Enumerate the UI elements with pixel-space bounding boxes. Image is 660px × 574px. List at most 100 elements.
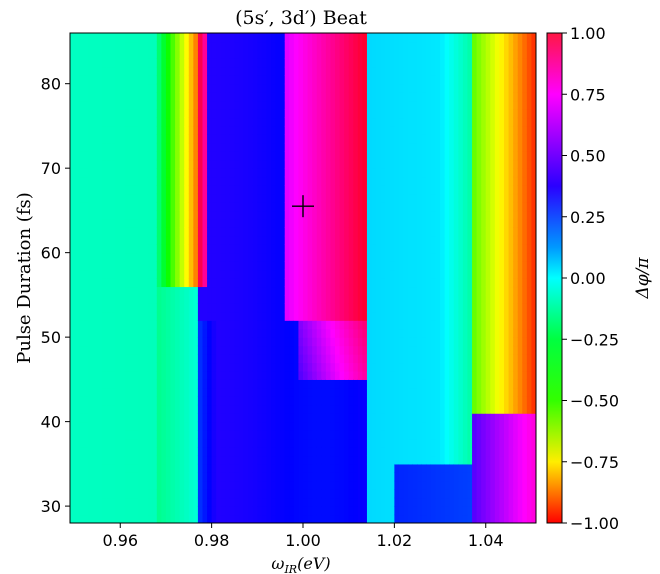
heatmap-cell (266, 396, 272, 406)
heatmap-cell (111, 125, 117, 135)
heatmap-cell (271, 311, 277, 321)
heatmap-cell (239, 193, 245, 203)
heatmap-cell (239, 49, 245, 59)
heatmap-cell (293, 506, 300, 516)
heatmap-cell (371, 430, 377, 440)
heatmap-cell (289, 480, 295, 490)
heatmap-cell (293, 252, 300, 262)
heatmap-cell (101, 506, 108, 516)
heatmap-cell (216, 311, 222, 321)
heatmap-cell (275, 497, 281, 507)
heatmap-cell (120, 446, 126, 457)
heatmap-cell (376, 109, 382, 119)
heatmap-cell (111, 151, 117, 161)
heatmap-cell (444, 49, 450, 59)
heatmap-cell (220, 168, 226, 178)
heatmap-cell (70, 210, 76, 220)
heatmap-cell (426, 83, 432, 93)
heatmap-cell (248, 455, 254, 465)
heatmap-cell (207, 210, 213, 220)
heatmap-cell (316, 387, 322, 397)
heatmap-cell (193, 168, 199, 178)
heatmap-cell (280, 370, 286, 380)
heatmap-cell (357, 134, 363, 144)
heatmap-cell (147, 421, 153, 431)
heatmap-cell (303, 286, 309, 296)
heatmap-cell (252, 151, 258, 161)
heatmap-cell (408, 446, 414, 457)
heatmap-cell (88, 489, 94, 499)
heatmap-cell (129, 252, 135, 262)
heatmap-cell (207, 370, 213, 380)
heatmap-cell (170, 278, 176, 288)
heatmap-cell (243, 430, 249, 440)
heatmap-cell (271, 83, 277, 93)
heatmap-cell (170, 159, 176, 169)
heatmap-cell (175, 159, 181, 169)
heatmap-cell (362, 404, 368, 414)
heatmap-cell (398, 413, 405, 423)
heatmap-cell (293, 455, 300, 465)
heatmap-cell (216, 261, 222, 271)
heatmap-cell (325, 421, 332, 431)
heatmap-cell (170, 261, 176, 271)
heatmap-cell (79, 421, 85, 431)
heatmap-cell (385, 514, 391, 523)
heatmap-cell (353, 379, 359, 389)
heatmap-cell (239, 168, 245, 178)
heatmap-cell (412, 117, 418, 127)
heatmap-cell (366, 66, 373, 76)
heatmap-cell (417, 438, 423, 448)
heatmap-cell (385, 168, 391, 178)
heatmap-cell (74, 227, 80, 237)
heatmap-cell (408, 58, 414, 68)
heatmap-cell (421, 41, 427, 51)
heatmap-cell (353, 125, 359, 135)
heatmap-cell (330, 269, 336, 279)
heatmap-cell (385, 193, 391, 203)
heatmap-cell (243, 193, 249, 203)
heatmap-cell (398, 235, 405, 245)
heatmap-cell (239, 218, 245, 228)
heatmap-cell (339, 66, 345, 76)
heatmap-cell (275, 92, 281, 102)
heatmap-cell (376, 472, 382, 482)
heatmap-cell (312, 379, 318, 389)
heatmap-cell (458, 514, 464, 523)
heatmap-cell (398, 430, 405, 440)
heatmap-cell (366, 387, 373, 397)
heatmap-cell (380, 387, 386, 397)
heatmap-cell (184, 413, 190, 423)
heatmap-cell (412, 49, 418, 59)
heatmap-cell (83, 176, 89, 186)
heatmap-cell (184, 176, 190, 186)
heatmap-cell (225, 201, 231, 212)
heatmap-cell (380, 100, 386, 110)
heatmap-cell (101, 261, 108, 271)
heatmap-cell (344, 463, 350, 473)
heatmap-cell (239, 438, 245, 448)
heatmap-cell (430, 218, 437, 228)
heatmap-cell (257, 387, 263, 397)
heatmap-cell (179, 463, 185, 473)
heatmap-cell (293, 185, 300, 195)
heatmap-cell (70, 370, 76, 380)
heatmap-cell (133, 117, 140, 127)
heatmap-cell (74, 345, 80, 355)
heatmap-cell (161, 100, 167, 110)
heatmap-cell (440, 446, 446, 457)
heatmap-cell (330, 497, 336, 507)
heatmap-cell (371, 193, 377, 203)
heatmap-cell (334, 337, 341, 347)
heatmap-cell (220, 294, 226, 304)
heatmap-cell (312, 489, 318, 499)
heatmap-cell (430, 294, 437, 304)
heatmap-cell (133, 134, 140, 144)
heatmap-cell (252, 33, 258, 43)
heatmap-cell (106, 506, 112, 516)
heatmap-cell (380, 286, 386, 296)
heatmap-cell (188, 370, 194, 380)
heatmap-cell (344, 430, 350, 440)
heatmap-cell (394, 227, 400, 237)
heatmap-cell (453, 278, 459, 288)
